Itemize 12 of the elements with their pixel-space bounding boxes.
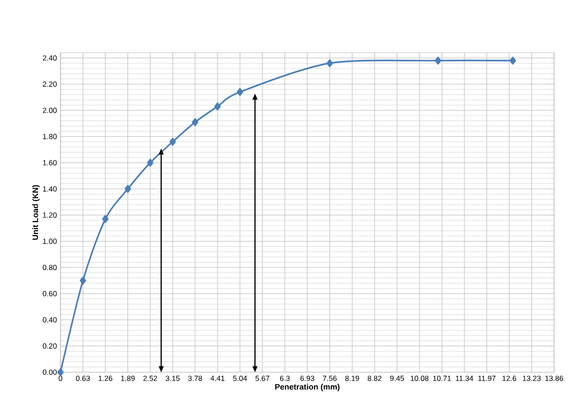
point	[192, 118, 198, 126]
point	[236, 88, 244, 96]
point	[57, 368, 64, 376]
point	[214, 102, 221, 110]
point	[326, 59, 333, 68]
point	[434, 56, 442, 65]
point	[102, 215, 109, 223]
point	[80, 276, 86, 285]
point	[147, 158, 154, 167]
point	[124, 184, 131, 193]
point	[170, 138, 176, 146]
point	[510, 56, 516, 65]
